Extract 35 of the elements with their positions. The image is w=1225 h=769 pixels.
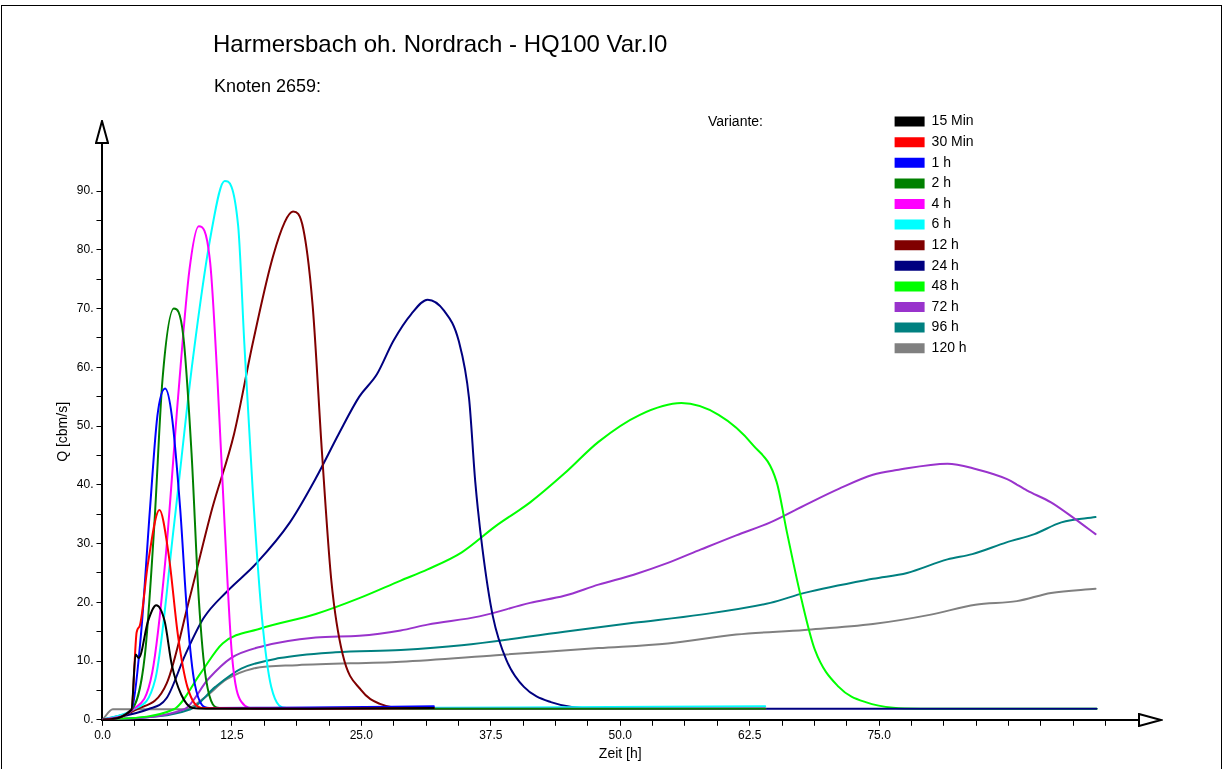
- x-tick-label: 75.0: [867, 728, 892, 743]
- y-tick-label: 70.: [76, 300, 94, 315]
- x-tick-label: 62.5: [738, 728, 762, 743]
- chart-title: Harmersbach oh. Nordrach - HQ100 Var.I0: [213, 30, 668, 58]
- legend-label: 48 h: [931, 277, 959, 294]
- y-tick-label: 40.: [76, 477, 94, 492]
- legend-label: 6 h: [931, 215, 952, 232]
- legend-label: 120 h: [931, 339, 967, 356]
- legend-label: 96 h: [931, 318, 959, 335]
- legend-label: 4 h: [931, 194, 952, 211]
- x-tick-label: 12.5: [220, 728, 244, 743]
- legend-title: Variante:: [708, 113, 763, 129]
- legend-label: 12 h: [931, 236, 959, 253]
- y-tick-label: 80.: [76, 242, 94, 257]
- y-tick-label: 50.: [76, 418, 94, 433]
- line-series: [102, 587, 1097, 720]
- legend-label: 24 h: [931, 256, 959, 273]
- legend-label: 1 h: [931, 153, 952, 170]
- legend-label: 2 h: [931, 174, 952, 191]
- y-tick-label: 20.: [76, 594, 94, 609]
- y-tick-label: 10.: [76, 653, 94, 668]
- y-tick-label: 90.: [76, 183, 94, 198]
- x-tick-label: 0.0: [94, 728, 112, 743]
- chart-subtitle: Knoten 2659:: [214, 76, 322, 97]
- y-tick-label: 0.: [83, 712, 94, 727]
- y-axis-title: Q [cbm/s]: [54, 401, 71, 462]
- x-tick-label: 50.0: [608, 728, 633, 743]
- x-tick-label: 25.0: [349, 728, 374, 743]
- legend-label: 15 Min: [931, 112, 974, 129]
- x-axis-title: Zeit [h]: [598, 745, 642, 762]
- legend-label: 72 h: [931, 297, 959, 314]
- legend-label: 30 Min: [931, 133, 974, 150]
- y-tick-label: 30.: [76, 535, 94, 550]
- x-tick-label: 37.5: [479, 728, 503, 743]
- y-tick-label: 60.: [76, 359, 94, 374]
